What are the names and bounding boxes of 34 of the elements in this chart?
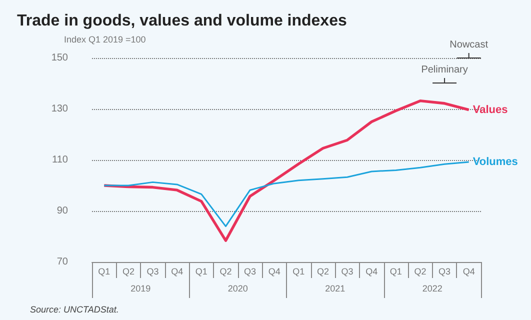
text: Nowcast <box>450 40 488 50</box>
x-tick-label: Q1 <box>390 266 402 276</box>
y-tick-label: 150 <box>51 52 68 64</box>
y-tick-label: 70 <box>56 256 68 268</box>
x-tick-label: Q2 <box>316 266 329 276</box>
x-tick-label: Q2 <box>414 266 426 276</box>
y-tick-label: 130 <box>51 104 68 114</box>
x-tick-label: Q1 <box>98 266 110 276</box>
x-tick-label: Q2 <box>122 266 134 276</box>
x-tick-label: Q3 <box>341 266 354 276</box>
x-tick-label: Q1 <box>292 266 305 276</box>
y-axis-title: Index Q1 2019 =100 <box>64 34 146 44</box>
text: 2019 <box>130 284 151 294</box>
text: 2020 <box>228 284 248 294</box>
x-tick-label: Q4 <box>268 266 280 276</box>
text: 2022 <box>422 284 442 294</box>
x-tick-label: Q3 <box>244 266 256 276</box>
line-series <box>102 99 470 242</box>
y-tick-label: 90 <box>56 206 68 216</box>
text: 2021 <box>325 284 346 294</box>
source-note: Source: UNCTADStat. <box>30 304 119 314</box>
chart-title: Trade in goods, values and volume indexes <box>17 12 347 30</box>
series-label: Values <box>472 104 508 116</box>
annotation: Peliminary <box>421 64 468 76</box>
x-tick-label: Q4 <box>171 266 184 276</box>
x-tick-label: Q1 <box>195 266 208 276</box>
x-tick-label: Q3 <box>146 266 159 276</box>
x-tick-label: Q3 <box>438 266 451 276</box>
x-tick-label: Q2 <box>220 266 232 276</box>
series-label: Volumes <box>472 156 518 168</box>
x-tick-label: Q4 <box>462 266 475 276</box>
y-tick-label: 110 <box>52 154 68 166</box>
x-tick-label: Q4 <box>366 266 378 276</box>
line-series <box>103 161 470 228</box>
